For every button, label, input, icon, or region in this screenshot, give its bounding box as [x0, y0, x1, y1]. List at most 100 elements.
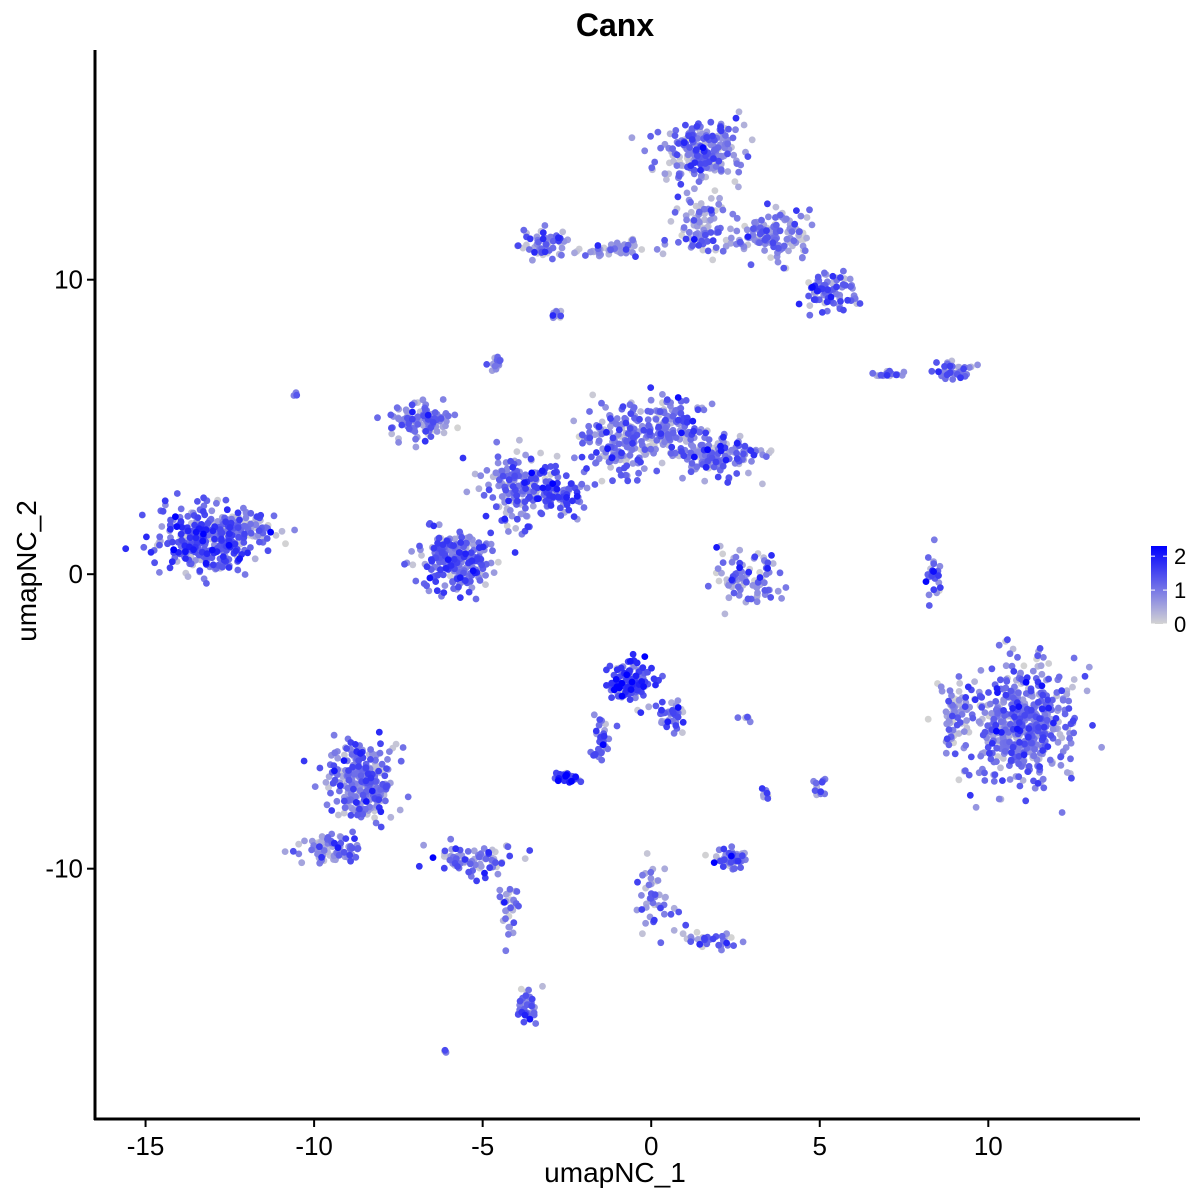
cell-point: [509, 483, 517, 490]
cell-point: [1017, 669, 1024, 677]
cell-point: [637, 709, 645, 716]
cell-point: [707, 195, 715, 202]
cell-point: [691, 185, 698, 193]
cell-point: [686, 144, 693, 151]
cell-point: [803, 214, 811, 221]
cell-point: [936, 584, 944, 591]
cell-point: [514, 242, 522, 250]
cell-point: [256, 538, 263, 546]
cell-point: [727, 234, 735, 242]
cell-point: [693, 928, 701, 936]
cell-point: [987, 755, 995, 763]
cell-point: [629, 236, 636, 244]
cell-point: [670, 904, 678, 912]
cell-point: [971, 696, 979, 704]
cell-point: [711, 146, 719, 154]
cell-point: [528, 1002, 535, 1010]
cell-point: [966, 364, 973, 371]
cell-point: [883, 372, 891, 379]
cell-point: [516, 997, 524, 1005]
cell-point: [725, 582, 732, 589]
cell-point: [578, 480, 586, 488]
cell-point: [598, 477, 606, 485]
cell-point: [704, 247, 712, 255]
cell-point: [733, 455, 741, 462]
cell-point: [847, 283, 854, 290]
cell-point: [1021, 712, 1028, 719]
cell-point: [492, 469, 500, 477]
cell-point: [1040, 784, 1048, 792]
cell-point: [234, 566, 242, 574]
cell-point: [530, 1009, 538, 1016]
cell-point: [263, 535, 271, 542]
cell-point: [1009, 705, 1016, 712]
cell-point: [334, 844, 342, 851]
cell-point: [690, 236, 698, 243]
cell-point: [935, 368, 942, 376]
cell-point: [653, 467, 661, 475]
cell-point: [683, 189, 691, 197]
cell-point: [173, 523, 181, 530]
cell-point: [1001, 712, 1008, 719]
cell-point: [721, 610, 729, 618]
cell-point: [376, 749, 384, 757]
cell-point: [1089, 722, 1096, 729]
cell-point: [211, 535, 218, 543]
cell-point: [219, 553, 227, 560]
cell-point: [177, 505, 185, 513]
cell-point: [522, 992, 530, 999]
cell-point: [481, 869, 488, 877]
cell-point: [695, 448, 702, 455]
cell-point: [375, 728, 383, 736]
cell-point: [587, 248, 594, 256]
cell-point: [732, 126, 739, 134]
cell-point: [362, 777, 370, 785]
cell-point: [355, 763, 362, 770]
cell-point: [372, 756, 379, 764]
cell-point: [715, 941, 723, 949]
cell-point: [707, 206, 715, 214]
cell-point: [1022, 678, 1030, 686]
cell-point: [441, 582, 449, 589]
cell-point: [654, 128, 662, 136]
cell-point: [712, 244, 720, 252]
cell-point: [736, 432, 744, 440]
cell-point: [690, 453, 698, 461]
cell-point: [758, 216, 765, 224]
cell-point: [743, 226, 751, 234]
cell-point: [930, 568, 937, 575]
cell-point: [651, 158, 659, 166]
cell-point: [450, 542, 457, 549]
cell-point: [677, 180, 685, 188]
cell-point: [485, 849, 492, 856]
cell-point: [151, 559, 159, 567]
cell-point: [608, 679, 615, 687]
cell-point: [330, 762, 338, 769]
cell-point: [1062, 723, 1069, 731]
cell-point: [695, 178, 703, 186]
cell-point: [697, 166, 704, 174]
cell-point: [318, 853, 325, 861]
cell-point: [1055, 673, 1063, 681]
cell-point: [654, 877, 662, 884]
cell-point: [949, 376, 957, 383]
cell-point: [240, 539, 248, 546]
cell-point: [713, 544, 720, 551]
cell-point: [208, 507, 216, 515]
x-axis-title: umapNC_1: [544, 1157, 686, 1188]
cell-point: [988, 665, 996, 673]
cell-point: [523, 512, 530, 520]
cell-point: [1036, 715, 1043, 722]
cell-point: [679, 474, 686, 482]
cell-point: [712, 163, 720, 170]
cell-point: [833, 290, 840, 298]
cell-point: [444, 556, 452, 563]
cell-point: [823, 298, 831, 306]
cell-point: [791, 220, 799, 228]
cell-point: [640, 465, 648, 472]
legend-tick-label: 0: [1174, 612, 1186, 637]
cell-point: [708, 400, 716, 408]
cell-point: [1047, 732, 1055, 739]
cell-point: [763, 227, 770, 235]
cell-point: [1066, 735, 1073, 742]
